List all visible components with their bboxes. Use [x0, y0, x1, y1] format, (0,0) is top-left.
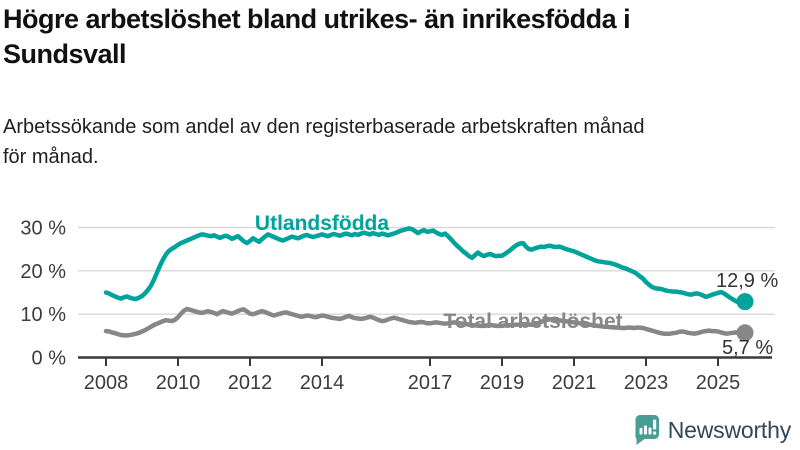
series-line — [103, 226, 748, 306]
x-tick-label: 2025 — [696, 372, 741, 394]
series-label: Total arbetslöshet — [443, 310, 622, 333]
x-tick-label: 2014 — [300, 372, 345, 394]
x-tick-label: 2023 — [624, 372, 669, 394]
series-line — [103, 306, 748, 338]
x-tick-label: 2010 — [156, 372, 201, 394]
series-total-arbetsl-shet: Total arbetslöshet 5,7 % — [103, 306, 773, 359]
x-tick-label: 2008 — [84, 372, 129, 394]
newsworthy-logo[interactable]: Newsworthy — [634, 414, 791, 446]
series-utlandsf-dda: Utlandsfödda 12,9 % — [103, 212, 778, 311]
x-tick-label: 2021 — [552, 372, 597, 394]
end-value-label: 5,7 % — [722, 337, 773, 359]
x-tick-label: 2019 — [480, 372, 525, 394]
page-subtitle: Arbetssökande som andel av den registerb… — [3, 116, 645, 168]
series-end-dot — [736, 324, 754, 342]
x-axis — [78, 356, 772, 366]
y-tick-label: 20 % — [20, 261, 66, 283]
grid-lines — [78, 226, 775, 315]
y-tick-label: 10 % — [20, 304, 66, 326]
y-tick-label: 30 % — [20, 218, 66, 240]
newsworthy-icon — [635, 415, 659, 445]
newsworthy-wordmark: Newsworthy — [667, 416, 791, 443]
series-label: Utlandsfödda — [255, 212, 389, 235]
page-title: Högre arbetslöshet bland utrikes- än inr… — [3, 4, 631, 69]
series-end-dot — [736, 293, 754, 311]
end-value-label: 12,9 % — [716, 270, 778, 292]
x-tick-label: 2012 — [228, 372, 273, 394]
y-axis-labels: 0 % 10 % 20 % 30 % — [20, 218, 66, 370]
x-tick-label: 2017 — [408, 372, 453, 394]
y-tick-label: 0 % — [32, 348, 67, 370]
x-axis-labels: 2008 2010 2012 2014 2017 2019 2021 2023 2025 — [84, 372, 741, 394]
